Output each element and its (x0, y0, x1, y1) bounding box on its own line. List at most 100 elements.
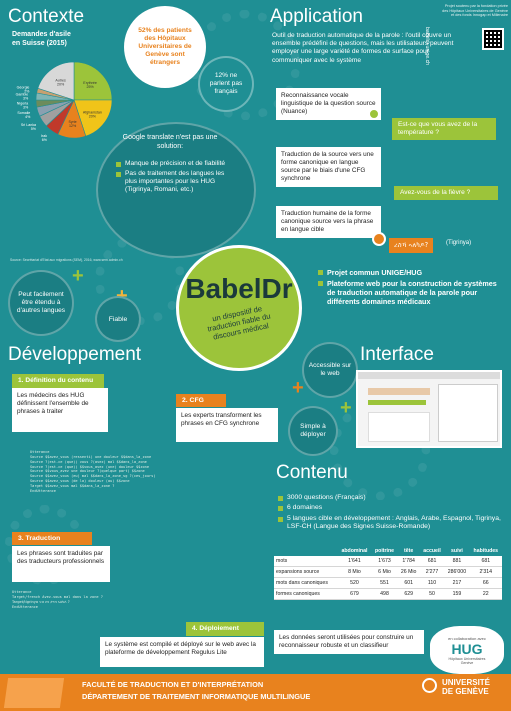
application-intro: Outil de traduction automatique de la pa… (272, 32, 454, 64)
contenu-note: Les données seront utilisées pour constr… (274, 630, 424, 654)
code-line: EndUtterance (12, 604, 38, 609)
hug-partner-badge: en collaboration avec HUG Hôpitaux Unive… (430, 626, 504, 674)
pipeline-step-human-translation: Traduction humaine de la forme canonique… (276, 206, 381, 238)
table-cell: 1'641 (337, 556, 372, 567)
code-line: Utterance (12, 590, 32, 594)
pie-label: Syrie 12% (68, 120, 76, 128)
footer-department: DÉPARTEMENT DE TRAITEMENT INFORMATIQUE M… (82, 692, 311, 701)
project-bullet: Plateforme web pour la construction de s… (318, 279, 498, 306)
reliable-bubble: Fiable (95, 296, 141, 342)
table-row: expansions source 8 Mio 6 Mio 26 Mio 2'2… (274, 566, 502, 578)
table-cell: 679 (337, 588, 372, 600)
table-cell: 50 (419, 588, 445, 600)
babeldr-center-bubble: BabelDr un dispositif de traduction fiab… (176, 245, 302, 371)
code-line: Source ?(est-ce (que)) vous ?(avez) mal … (30, 459, 147, 464)
table-header: accueil (419, 546, 445, 556)
hug-logo: HUG (451, 640, 483, 657)
table-cell: 2'277 (419, 566, 445, 578)
step-connector-dot (368, 108, 380, 120)
interface-heading: Interface (360, 344, 434, 365)
babeldr-subtitle: un dispositif de traduction fiable du di… (206, 304, 272, 343)
pie-label: Autres 20% (55, 79, 66, 87)
pie-slice-erythrée (73, 61, 113, 101)
interface-screenshot (356, 370, 502, 448)
foreign-patients-bubble: 52% des patients des Hôpitaux Universita… (124, 6, 206, 88)
example-canonical-form: Avez-vous de la fièvre ? (394, 186, 498, 200)
screenshot-history-panel (368, 412, 430, 442)
table-cell: 217 (444, 577, 470, 589)
hug-subtitle: Hôpitaux Universitaires Genève (448, 656, 486, 665)
code-line: Target/french Avez-vous mal dans la zone… (12, 594, 103, 599)
code-line: Target/tigrinya ናብ ዞባ ቃንዛ ኣለካዶ ? (12, 599, 70, 604)
contenu-bullet: 3000 questions (Français) (278, 494, 502, 502)
extensible-bubble: Peut facilement être étendu à d'autres l… (8, 270, 74, 336)
table-cell: mots (274, 556, 338, 567)
table-cell: 286'000 (444, 566, 470, 578)
non-french-stat: 12% ne parlent pas français (209, 72, 243, 95)
non-french-bubble: 12% ne parlent pas français (198, 56, 254, 112)
screenshot-output (368, 400, 426, 405)
code-line: Source $$avez_vous (eu) mal $$dans_la_zo… (30, 474, 156, 479)
table-cell: 1'784 (397, 556, 420, 567)
table-cell: 110 (419, 577, 445, 589)
web-accessible-text: Accessible sur le web (308, 362, 352, 377)
pie-label: Erythrée 25% (83, 81, 97, 89)
code-line: Target $$avez_vous mal $$dans_la_zone ? (30, 483, 115, 488)
google-translate-bullets: Manque de précision et de fiabilité Pas … (116, 160, 236, 196)
funding-note: Projet soutenu par la fondation privée d… (442, 4, 508, 18)
table-cell: 8 Mio (337, 566, 372, 578)
contenu-bullets: 3000 questions (Français) 6 domaines 5 l… (278, 494, 502, 534)
easy-deploy-bubble: Simple à déployer (288, 406, 338, 456)
easy-deploy-text: Simple à déployer (300, 423, 326, 438)
code-line: EndUtterance (30, 488, 56, 493)
asylum-chart-title: Demandes d'asile en Suisse (2015) (12, 31, 71, 47)
table-header: abdominal (337, 546, 372, 556)
table-cell: 1'673 (371, 556, 398, 567)
contenu-bullet: 5 langues cible en développement : Angla… (278, 515, 502, 532)
foreign-patients-stat: 52% des patients des Hôpitaux Universita… (138, 27, 192, 66)
code-line: Source $$avez_vous (ressenti) une douleu… (30, 454, 152, 459)
contexte-heading: Contexte (8, 6, 85, 27)
table-cell: 159 (444, 588, 470, 600)
code-line: Source ?(est-ce (que)) $$vous_avez (une)… (30, 464, 149, 469)
table-row: formes canoniques 679 498 629 50 159 22 (274, 588, 502, 600)
pie-label: Irak 6% (41, 134, 48, 142)
table-cell: 498 (371, 588, 398, 600)
dev-step4-label: 4. Déploiement (186, 622, 264, 636)
table-cell: 881 (444, 556, 470, 567)
example-tigrinya-output: ረስኻ ኣለካዶ? (389, 238, 434, 253)
pie-label: Gambie 3% (16, 93, 29, 101)
dev-step2-text: Les experts transforment les phrases en … (176, 408, 278, 442)
pie-slice-autres (37, 61, 75, 101)
screenshot-input (368, 388, 430, 395)
table-cell: expansions source (274, 566, 338, 578)
asylum-pie-chart: Erythrée 25% Afghanistan 20% Syrie 12% Irak 6% S… (16, 61, 113, 142)
code-line: Source $$vous_avez une douleur ?(quelque… (30, 469, 145, 474)
babeldr-title: BabelDr (185, 273, 293, 305)
contenu-bullet: 6 domaines (278, 504, 502, 512)
table-cell: 551 (371, 577, 398, 589)
table-row: mots 1'641 1'673 1'784 681 881 681 (274, 556, 502, 567)
reliable-text: Fiable (108, 315, 128, 323)
unige-logo-text: UNIVERSITÉ DE GENÈVE (442, 678, 491, 696)
qr-code[interactable] (482, 28, 504, 50)
pipeline-step-canonical: Traduction de la source vers une forme c… (276, 147, 381, 187)
code-line: Source $$avez_vous (de la) douleur (au) … (30, 479, 130, 484)
project-bullets: Projet commun UNIGE/HUG Plateforme web p… (318, 268, 498, 308)
step-connector-dot (372, 232, 386, 246)
pie-slice-afghanistan (73, 99, 113, 137)
table-cell: 2'314 (469, 566, 502, 578)
table-header: suivi (444, 546, 470, 556)
table-cell: formes canoniques (274, 588, 338, 600)
pipeline-step-recognition: Reconnaissance vocale linguistique de la… (276, 88, 381, 120)
google-bullet: Manque de précision et de fiabilité (116, 160, 236, 168)
screenshot-titlebar (358, 372, 500, 379)
code-line: Utterance (30, 450, 50, 454)
table-cell: 26 Mio (397, 566, 420, 578)
table-cell: 6 Mio (371, 566, 398, 578)
google-bullet: Pas de traitement des langues les plus i… (116, 170, 236, 194)
application-heading: Application (270, 6, 363, 27)
table-cell: 681 (469, 556, 502, 567)
google-translate-title: Google translate n'est pas une solution: (122, 134, 218, 150)
table-header: tête (397, 546, 420, 556)
